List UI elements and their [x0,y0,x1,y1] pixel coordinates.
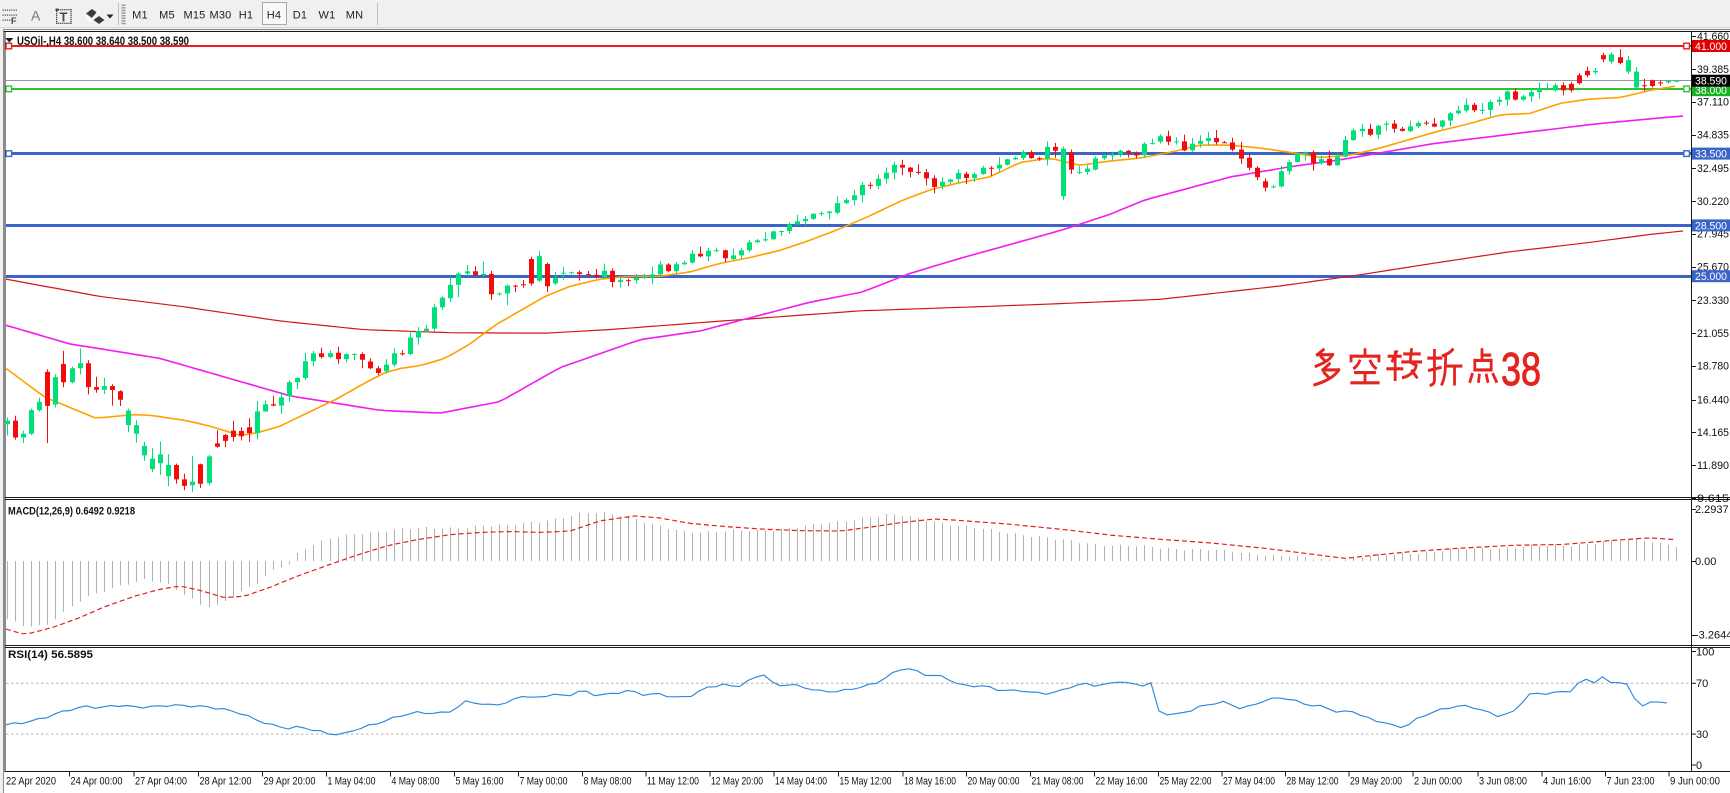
svg-text:23.330: 23.330 [1697,295,1729,307]
svg-text:100: 100 [1696,646,1714,658]
svg-text:2.2937: 2.2937 [1695,504,1729,516]
svg-text:4 Jun 16:00: 4 Jun 16:00 [1543,776,1591,788]
svg-text:7 May 00:00: 7 May 00:00 [520,776,568,788]
svg-text:29 Apr 20:00: 29 Apr 20:00 [264,776,316,788]
svg-text:0.00: 0.00 [1695,556,1716,568]
svg-text:25 May 22:00: 25 May 22:00 [1160,776,1212,788]
svg-text:2 Jun 00:00: 2 Jun 00:00 [1414,776,1462,788]
svg-text:32.495: 32.495 [1697,163,1729,175]
svg-text:4 May 08:00: 4 May 08:00 [392,776,440,788]
svg-text:18 May 16:00: 18 May 16:00 [904,776,956,788]
svg-text:USOil-,H4 38.600 38.640 38.50: USOil-,H4 38.600 38.640 38.500 38.590 [17,36,189,48]
svg-text:M1: M1 [132,10,148,22]
svg-text:29 May 20:00: 29 May 20:00 [1350,776,1402,788]
svg-text:12 May 20:00: 12 May 20:00 [711,776,763,788]
svg-text:37.110: 37.110 [1697,97,1729,109]
svg-text:D1: D1 [293,10,307,22]
svg-text:27 Apr 04:00: 27 Apr 04:00 [135,776,187,788]
svg-text:M30: M30 [210,10,232,22]
svg-text:24 Apr 00:00: 24 Apr 00:00 [71,776,123,788]
svg-text:MACD(12,26,9) 0.6492 0.9218: MACD(12,26,9) 0.6492 0.9218 [8,506,135,518]
svg-text:MN: MN [346,10,364,22]
svg-text:22 Apr 2020: 22 Apr 2020 [6,776,56,788]
svg-text:30.220: 30.220 [1697,196,1729,208]
svg-text:41.000: 41.000 [1695,41,1727,53]
svg-text:14.165: 14.165 [1697,427,1729,439]
svg-text:39.385: 39.385 [1697,64,1729,76]
svg-text:33.500: 33.500 [1695,149,1727,161]
svg-text:30: 30 [1696,729,1708,741]
svg-text:38.590: 38.590 [1695,76,1727,88]
svg-text:70: 70 [1696,678,1708,690]
svg-text:14 May 04:00: 14 May 04:00 [775,776,827,788]
svg-text:7 Jun 23:00: 7 Jun 23:00 [1607,776,1655,788]
svg-text:9.615: 9.615 [1697,493,1729,505]
svg-text:22 May 16:00: 22 May 16:00 [1096,776,1148,788]
svg-text:28 May 12:00: 28 May 12:00 [1287,776,1339,788]
svg-text:1 May 04:00: 1 May 04:00 [328,776,376,788]
svg-text:20 May 00:00: 20 May 00:00 [968,776,1020,788]
svg-text:-3.2644: -3.2644 [1695,630,1730,642]
svg-text:38: 38 [1501,343,1541,395]
svg-text:28.500: 28.500 [1695,220,1727,232]
svg-text:34.835: 34.835 [1697,129,1729,141]
svg-text:3 Jun 08:00: 3 Jun 08:00 [1479,776,1527,788]
svg-text:27 May 04:00: 27 May 04:00 [1223,776,1275,788]
svg-text:W1: W1 [319,10,336,22]
svg-text:18.780: 18.780 [1697,361,1729,373]
svg-text:A: A [31,8,41,24]
svg-text:15 May 12:00: 15 May 12:00 [840,776,892,788]
svg-text:F: F [11,16,17,26]
svg-text:M15: M15 [184,10,206,22]
svg-text:16.440: 16.440 [1697,394,1729,406]
svg-text:21.055: 21.055 [1697,328,1729,340]
svg-text:8 May 08:00: 8 May 08:00 [584,776,632,788]
svg-text:RSI(14) 56.5895: RSI(14) 56.5895 [8,649,93,661]
svg-text:27.945: 27.945 [1697,229,1729,241]
svg-text:38.000: 38.000 [1695,85,1727,97]
svg-text:21 May 08:00: 21 May 08:00 [1032,776,1084,788]
svg-text:T: T [60,10,68,25]
svg-text:H1: H1 [239,10,253,22]
svg-text:9 Jun 00:00: 9 Jun 00:00 [1670,776,1720,788]
svg-text:M5: M5 [159,10,175,22]
svg-text:0: 0 [1696,760,1702,772]
svg-text:28 Apr 12:00: 28 Apr 12:00 [200,776,252,788]
svg-text:H4: H4 [267,10,281,22]
svg-text:11 May 12:00: 11 May 12:00 [647,776,699,788]
svg-text:5 May 16:00: 5 May 16:00 [456,776,504,788]
svg-text:11.890: 11.890 [1697,460,1729,472]
svg-text:25.000: 25.000 [1695,271,1727,283]
